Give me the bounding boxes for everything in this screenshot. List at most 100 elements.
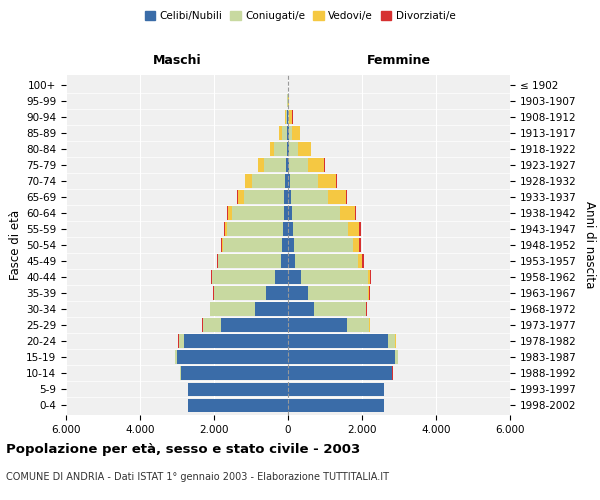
Bar [328, 190, 346, 203]
Bar [221, 318, 288, 332]
Bar [285, 174, 288, 188]
Bar [213, 286, 214, 300]
Bar [288, 254, 295, 268]
Bar [288, 158, 289, 172]
Bar [288, 398, 384, 412]
Bar [225, 222, 227, 236]
Bar [177, 350, 288, 364]
Bar [370, 270, 371, 284]
Bar [259, 158, 264, 172]
Bar [288, 286, 308, 300]
Bar [288, 142, 289, 156]
Bar [180, 366, 181, 380]
Bar [301, 270, 368, 284]
Bar [292, 126, 299, 140]
Bar [288, 382, 384, 396]
Bar [355, 206, 356, 220]
Bar [288, 270, 301, 284]
Bar [264, 158, 286, 172]
Bar [221, 238, 222, 252]
Bar [227, 222, 283, 236]
Bar [289, 158, 308, 172]
Bar [347, 318, 370, 332]
Bar [359, 222, 361, 236]
Bar [281, 126, 287, 140]
Text: Maschi: Maschi [152, 54, 202, 67]
Bar [288, 366, 392, 380]
Bar [266, 286, 288, 300]
Bar [353, 238, 359, 252]
Legend: Celibi/Nubili, Coniugati/e, Vedovi/e, Divorziati/e: Celibi/Nubili, Coniugati/e, Vedovi/e, Di… [142, 8, 458, 24]
Bar [274, 142, 287, 156]
Bar [362, 254, 364, 268]
Bar [281, 254, 288, 268]
Bar [224, 222, 225, 236]
Bar [293, 238, 353, 252]
Y-axis label: Fasce di età: Fasce di età [9, 210, 22, 280]
Bar [254, 302, 288, 316]
Y-axis label: Anni di nascita: Anni di nascita [583, 202, 596, 288]
Bar [293, 222, 349, 236]
Bar [280, 126, 281, 140]
Bar [283, 238, 288, 252]
Bar [288, 350, 395, 364]
Bar [289, 110, 292, 124]
Bar [288, 334, 388, 348]
Bar [188, 382, 288, 396]
Bar [286, 158, 288, 172]
Bar [308, 158, 324, 172]
Bar [284, 206, 288, 220]
Bar [218, 254, 281, 268]
Bar [179, 334, 184, 348]
Bar [308, 286, 368, 300]
Bar [368, 286, 369, 300]
Bar [270, 142, 274, 156]
Bar [228, 206, 232, 220]
Bar [283, 222, 288, 236]
Text: Popolazione per età, sesso e stato civile - 2003: Popolazione per età, sesso e stato civil… [6, 442, 360, 456]
Bar [211, 270, 212, 284]
Bar [214, 286, 266, 300]
Bar [288, 318, 347, 332]
Bar [358, 254, 362, 268]
Bar [395, 350, 398, 364]
Bar [366, 302, 367, 316]
Bar [284, 190, 288, 203]
Bar [288, 190, 291, 203]
Bar [346, 190, 347, 203]
Bar [288, 206, 292, 220]
Bar [232, 206, 284, 220]
Bar [244, 190, 284, 203]
Bar [340, 206, 355, 220]
Bar [388, 334, 395, 348]
Bar [288, 238, 293, 252]
Bar [314, 302, 366, 316]
Bar [245, 174, 252, 188]
Bar [210, 302, 254, 316]
Bar [188, 398, 288, 412]
Text: Femmine: Femmine [367, 54, 431, 67]
Bar [290, 174, 317, 188]
Bar [286, 110, 287, 124]
Bar [292, 206, 340, 220]
Bar [295, 254, 358, 268]
Bar [288, 174, 290, 188]
Bar [227, 206, 228, 220]
Bar [288, 302, 314, 316]
Bar [289, 142, 298, 156]
Bar [349, 222, 359, 236]
Bar [298, 142, 311, 156]
Bar [288, 222, 293, 236]
Bar [285, 110, 286, 124]
Bar [238, 190, 244, 203]
Bar [223, 238, 283, 252]
Bar [222, 238, 223, 252]
Bar [184, 334, 288, 348]
Bar [291, 190, 328, 203]
Bar [368, 270, 370, 284]
Text: COMUNE DI ANDRIA - Dati ISTAT 1° gennaio 2003 - Elaborazione TUTTITALIA.IT: COMUNE DI ANDRIA - Dati ISTAT 1° gennaio… [6, 472, 389, 482]
Bar [289, 126, 292, 140]
Bar [287, 142, 288, 156]
Bar [175, 350, 177, 364]
Bar [359, 238, 361, 252]
